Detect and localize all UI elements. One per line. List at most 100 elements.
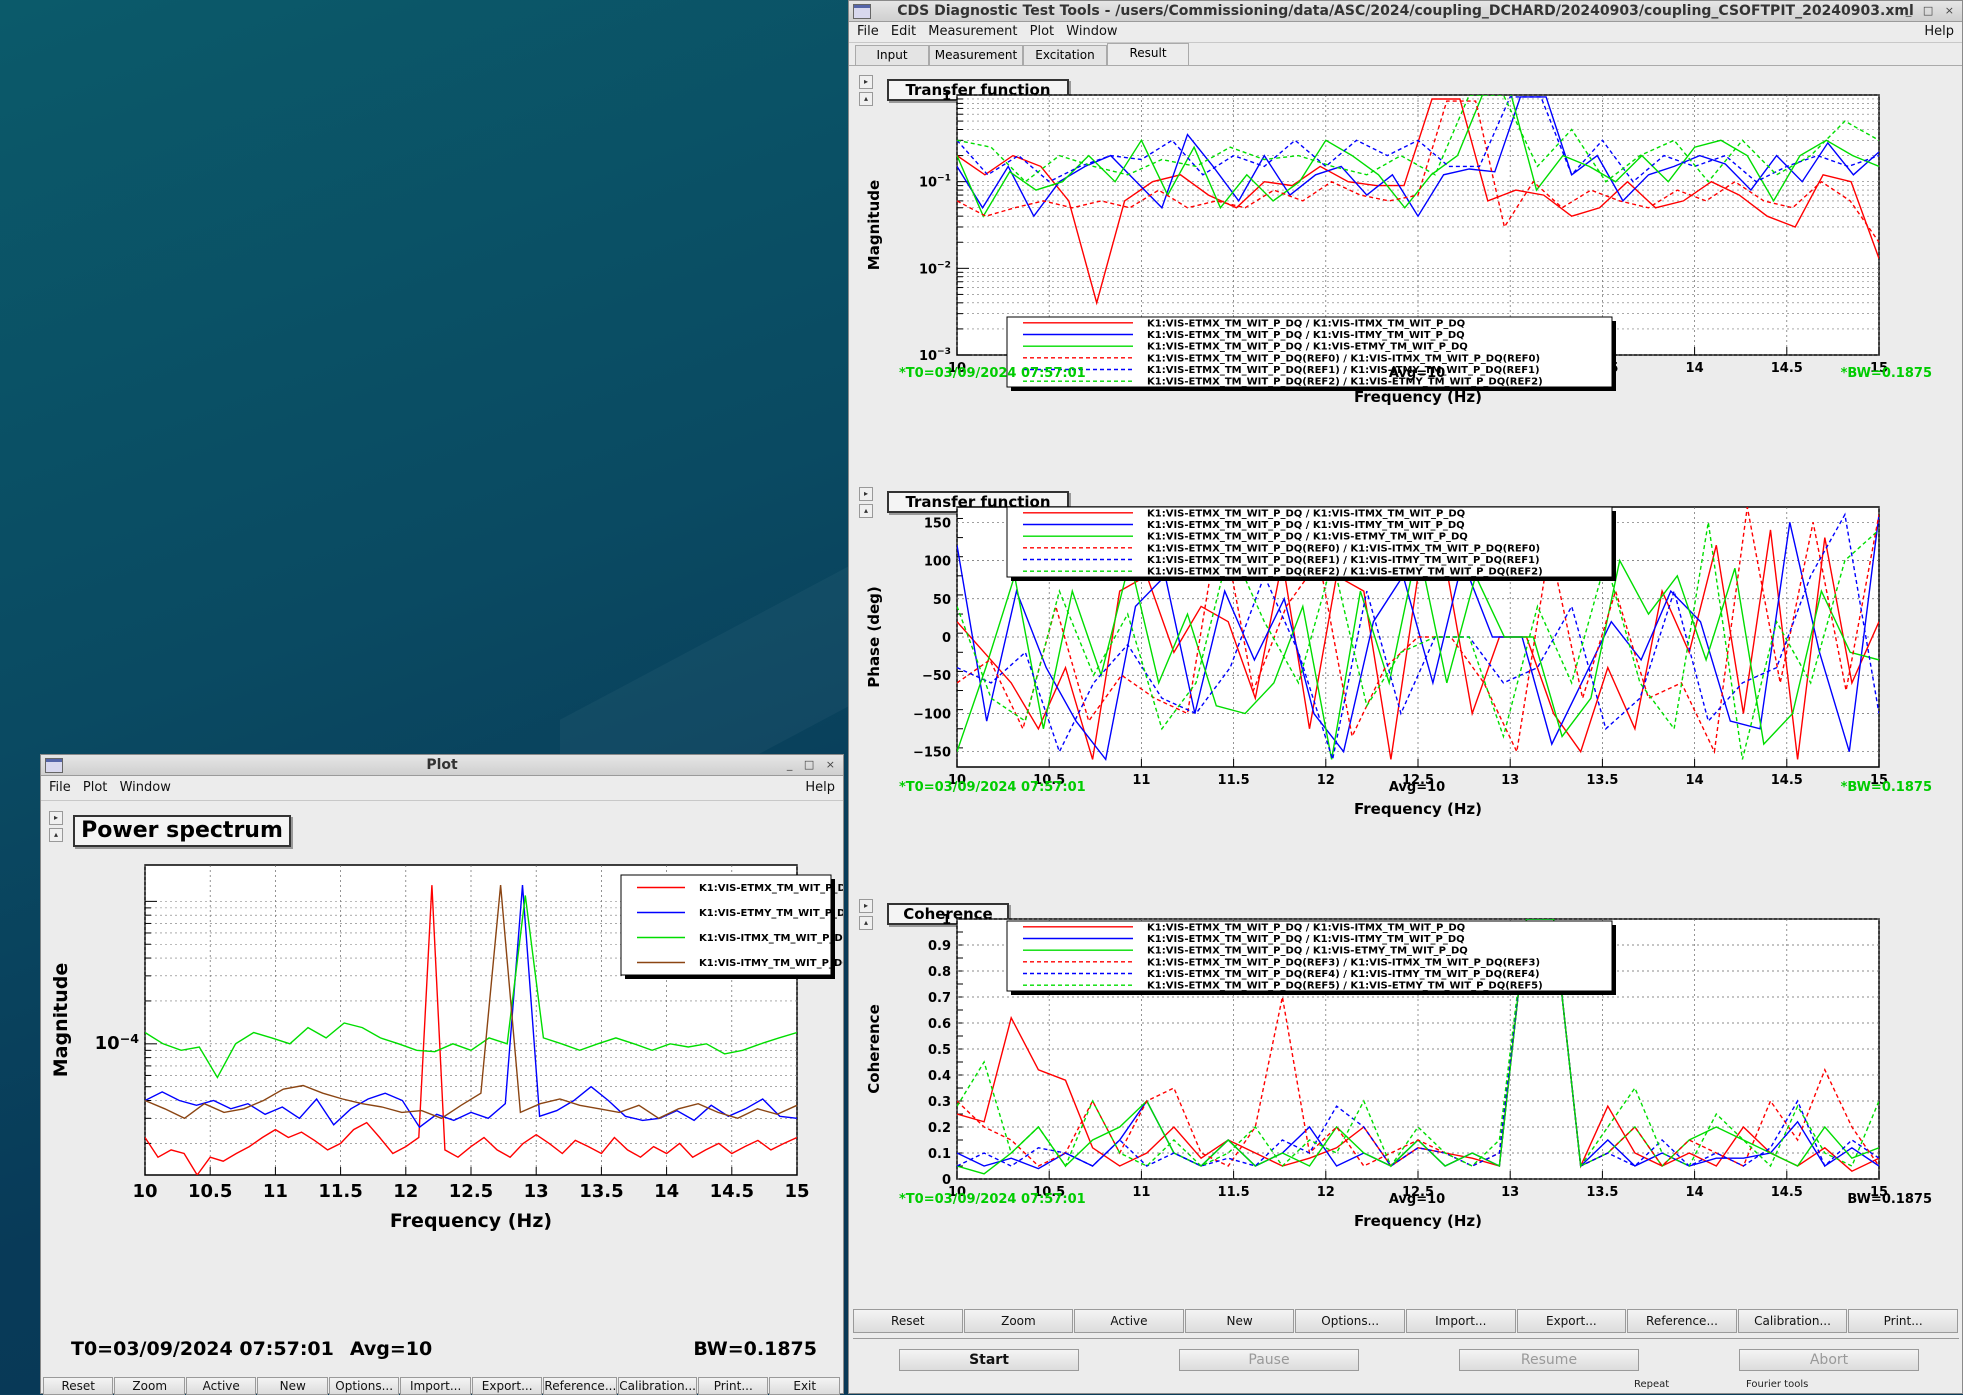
export-button[interactable]: Export... — [1516, 1309, 1627, 1333]
footer-bw: *BW=0.1875 — [1841, 366, 1932, 381]
y-tick-label: 0.3 — [928, 1095, 951, 1110]
new-button[interactable]: New — [1184, 1309, 1295, 1333]
footer-t0: *T0=03/09/2024 07:57:01 — [899, 1192, 1086, 1207]
plot-window-menu-icon[interactable] — [45, 758, 63, 773]
window-controls[interactable]: _ □ × — [1905, 4, 1958, 17]
ps-exit-button[interactable]: Exit — [769, 1377, 840, 1395]
plot-menu-file[interactable]: File — [49, 780, 71, 795]
x-tick-label: 13 — [1501, 773, 1519, 788]
footer-t0: T0=03/09/2024 07:57:01 — [71, 1338, 334, 1360]
x-tick-label: 12 — [1317, 1185, 1335, 1200]
x-axis-label: Frequency (Hz) — [390, 1210, 552, 1232]
y-tick-exp: −3 — [937, 347, 951, 357]
panel2-collapse-icon[interactable]: ▴ — [859, 504, 873, 518]
import-button[interactable]: Import... — [1405, 1309, 1516, 1333]
panel3-collapse-icon[interactable]: ▴ — [859, 916, 873, 930]
ps-active-button[interactable]: Active — [185, 1377, 257, 1395]
ps-reference-button[interactable]: Reference... — [543, 1377, 618, 1395]
menu-file[interactable]: File — [857, 24, 879, 39]
y-tick-base: 10 — [919, 349, 937, 364]
control-divider — [853, 1338, 1959, 1339]
pause-button[interactable]: Pause — [1179, 1349, 1359, 1371]
plot-menu-help[interactable]: Help — [805, 780, 835, 795]
tf-phase-plot[interactable]: 10 10.5 11 11.5 12 12.5 13 13.5 14 14.5 15 150 100 50… — [849, 477, 1962, 889]
menu-help[interactable]: Help — [1924, 24, 1954, 39]
series-line-0 — [957, 919, 1879, 1173]
tab-result[interactable]: Result — [1107, 43, 1189, 65]
footer-avg: Avg=10 — [1389, 1192, 1445, 1207]
tf-magnitude-plot[interactable]: 1010.51111.51212.51313.51414.515110−110−… — [849, 65, 1962, 475]
y-axis-label: Magnitude — [50, 963, 72, 1077]
tab-excitation[interactable]: Excitation — [1023, 45, 1107, 65]
ps-new-button[interactable]: New — [257, 1377, 328, 1395]
plot-menu-window[interactable]: Window — [119, 780, 171, 795]
reset-button[interactable]: Reset — [853, 1309, 963, 1333]
x-tick-label: 13.5 — [579, 1181, 623, 1202]
ps-calibration-button[interactable]: Calibration... — [618, 1377, 697, 1395]
y-tick-label: 0.6 — [928, 1017, 951, 1032]
window-menu-icon[interactable] — [853, 4, 871, 19]
zoom-button[interactable]: Zoom — [963, 1309, 1074, 1333]
ps-print-button[interactable]: Print... — [698, 1377, 769, 1395]
series-line-4 — [957, 96, 1879, 183]
series-line-5 — [957, 522, 1879, 760]
legend-label-1: K1:VIS-ETMX_TM_WIT_P_DQ / K1:VIS-ITMY_TM… — [1147, 934, 1465, 945]
power-spectrum-plot[interactable]: 10 10.5 11 11.5 12 12.5 13 13.5 14 14.5 1510−4K1:V… — [41, 755, 843, 1375]
options-button[interactable]: Options... — [1295, 1309, 1405, 1333]
panel1-expand-icon[interactable]: ▸ — [859, 75, 873, 89]
menu-edit[interactable]: Edit — [890, 24, 917, 39]
tab-measurement[interactable]: Measurement — [929, 45, 1023, 65]
abort-button[interactable]: Abort — [1739, 1349, 1919, 1371]
ps-collapse-icon[interactable]: ▴ — [49, 828, 63, 842]
menu-window[interactable]: Window — [1066, 24, 1118, 39]
ps-options-button[interactable]: Options... — [328, 1377, 400, 1395]
calibration-button[interactable]: Calibration... — [1737, 1309, 1848, 1333]
y-tick-label: 0.7 — [928, 991, 951, 1006]
series-line-5 — [957, 919, 1879, 1168]
panel1-collapse-icon[interactable]: ▴ — [859, 92, 873, 106]
x-tick-label: 11 — [1132, 773, 1150, 788]
x-tick-label: 10 — [132, 1181, 157, 1202]
panel2-expand-icon[interactable]: ▸ — [859, 487, 873, 501]
coherence-plot[interactable]: 10 10.5 11 11.5 12 12.5 13 13.5 14 14.5 15 1 0.9 0.8 0… — [849, 889, 1962, 1301]
menu-plot[interactable]: Plot — [1029, 24, 1055, 39]
reference-button[interactable]: Reference... — [1627, 1309, 1737, 1333]
footer-t0: *T0=03/09/2024 07:57:01 — [899, 780, 1086, 795]
x-tick-label: 12 — [1317, 773, 1335, 788]
print-button[interactable]: Print... — [1848, 1309, 1958, 1333]
start-button[interactable]: Start — [899, 1349, 1079, 1371]
x-tick-label: 14 — [1686, 1185, 1704, 1200]
plot-window-controls[interactable]: _ □ × — [786, 758, 839, 771]
x-tick-label: 15 — [1870, 361, 1888, 376]
ps-import-button[interactable]: Import... — [400, 1377, 471, 1395]
ps-export-button[interactable]: Export... — [471, 1377, 543, 1395]
x-tick-label: 13 — [524, 1181, 549, 1202]
series-line-3 — [957, 100, 1879, 243]
resume-button[interactable]: Resume — [1459, 1349, 1639, 1371]
x-tick-label: 15 — [1870, 1185, 1888, 1200]
ps-title[interactable]: Power spectrum — [73, 815, 291, 847]
x-axis-label: Frequency (Hz) — [1354, 388, 1482, 406]
plot-titlebar[interactable]: Plot _ □ × — [41, 755, 843, 776]
ps-zoom-button[interactable]: Zoom — [114, 1377, 185, 1395]
ps-expand-icon[interactable]: ▸ — [49, 811, 63, 825]
ps-reset-button[interactable]: Reset — [43, 1377, 114, 1395]
y-tick-label: −100 — [913, 707, 951, 722]
series-line-3 — [145, 885, 797, 1120]
series-line-0 — [145, 885, 797, 1175]
menu-measurement[interactable]: Measurement — [928, 24, 1018, 39]
active-button[interactable]: Active — [1074, 1309, 1184, 1333]
tab-input[interactable]: Input — [855, 45, 929, 65]
footer-bw: *BW=0.1875 — [1841, 780, 1932, 795]
x-tick-label: 14 — [1686, 773, 1704, 788]
legend-label-4: K1:VIS-ETMX_TM_WIT_P_DQ(REF1) / K1:VIS-I… — [1147, 365, 1540, 376]
panel3-expand-icon[interactable]: ▸ — [859, 899, 873, 913]
main-titlebar[interactable]: CDS Diagnostic Test Tools - /users/Commi… — [849, 1, 1962, 22]
plot-menu-plot[interactable]: Plot — [82, 780, 108, 795]
x-tick-label: 13.5 — [1586, 1185, 1618, 1200]
legend-label-1: K1:VIS-ETMX_TM_WIT_P_DQ / K1:VIS-ITMY_TM… — [1147, 330, 1465, 341]
x-axis-label: Frequency (Hz) — [1354, 1212, 1482, 1230]
footer-bw: BW=0.1875 — [693, 1338, 817, 1360]
x-tick-label: 14.5 — [1771, 1185, 1803, 1200]
plot-menubar: File Plot Window Help — [41, 776, 843, 801]
